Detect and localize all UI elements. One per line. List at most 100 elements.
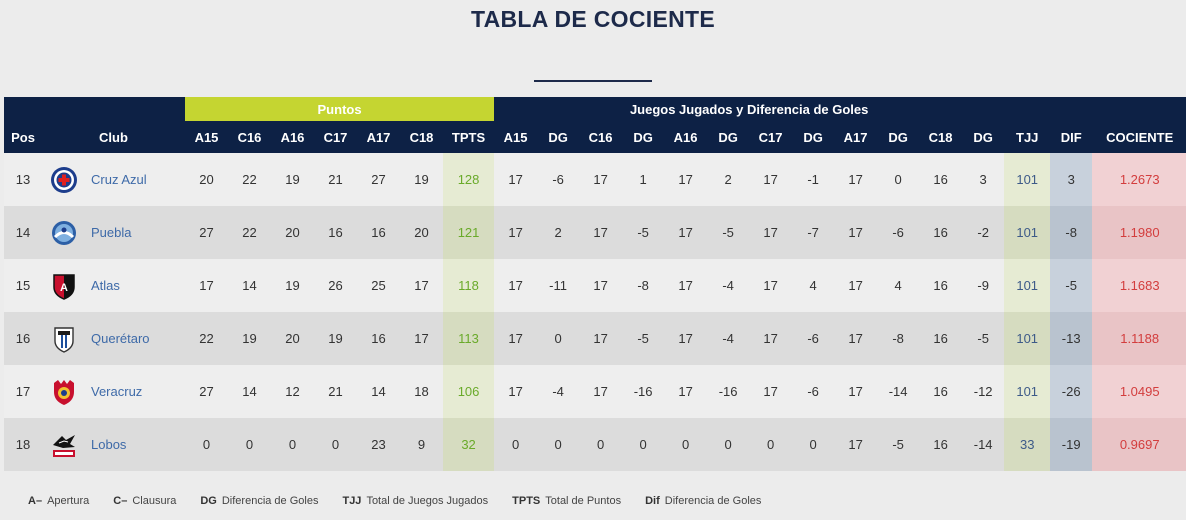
points-c18-cell: 20 [400,206,443,259]
column-header-jj-c16[interactable]: C16 [579,121,623,153]
club-cell: Querétaro [42,312,185,365]
points-a16-cell: 20 [271,312,314,365]
dg-c17-cell: -6 [792,312,835,365]
dg-c16-cell: -5 [622,312,665,365]
legend-item: DG Diferencia de Goles [200,495,318,507]
table-row: 17 Veracruz 27 14 12 21 14 18 106 17 -4 17 -16 17 -16 1… [4,365,1186,418]
club-name-link[interactable]: Querétaro [91,331,150,346]
pos-cell: 16 [4,312,42,365]
dg-c17-cell: 0 [792,418,835,471]
jj-a16-cell: 17 [664,365,708,418]
jj-c18-cell: 16 [919,153,963,206]
column-header-dg-c16[interactable]: DG [622,121,665,153]
legend-key: C– [113,495,128,507]
column-header-tjj[interactable]: TJJ [1004,121,1051,153]
dg-a17-cell: 0 [877,153,920,206]
column-header-dg-a17[interactable]: DG [877,121,920,153]
club-name-link[interactable]: Atlas [91,278,120,293]
points-c16-cell: 0 [228,418,271,471]
dg-a16-cell: -16 [707,365,750,418]
column-header-jj-a15[interactable]: A15 [494,121,538,153]
column-header-dif[interactable]: DIF [1050,121,1093,153]
column-header-dg-a15[interactable]: DG [537,121,580,153]
column-header-jj-a16[interactable]: A16 [664,121,708,153]
dg-c16-cell: -16 [622,365,665,418]
legend-key: Dif [645,495,660,507]
cruz-azul-crest-icon[interactable] [50,166,78,194]
jj-a16-cell: 17 [664,206,708,259]
points-c16-cell: 14 [228,259,271,312]
column-header-jj-a17[interactable]: A17 [834,121,878,153]
group-header-row: Puntos Juegos Jugados y Diferencia de Go… [4,97,1186,121]
dg-a16-cell: 0 [707,418,750,471]
atlas-crest-icon[interactable]: A [50,272,78,300]
dif-cell: -13 [1050,312,1093,365]
group-header-juegos: Juegos Jugados y Diferencia de Goles [494,97,1005,121]
table-row: 15 A Atlas 17 14 19 26 25 17 118 17 -11 17 -8 17 -4 17 4 1… [4,259,1186,312]
dg-c16-cell: 1 [622,153,665,206]
legend-desc: Total de Puntos [545,495,622,507]
puebla-crest-icon[interactable] [50,219,78,247]
jj-a15-cell: 0 [494,418,538,471]
dg-c17-cell: -7 [792,206,835,259]
column-header-tpts[interactable]: TPTS [443,121,495,153]
jj-a15-cell: 17 [494,312,538,365]
column-header-pos[interactable]: Pos [4,121,42,153]
points-a16-cell: 19 [271,259,314,312]
column-header-c17[interactable]: C17 [314,121,357,153]
dg-c17-cell: -6 [792,365,835,418]
dif-cell: -8 [1050,206,1093,259]
column-header-a15[interactable]: A15 [185,121,228,153]
dg-a15-cell: -11 [537,259,580,312]
title-underline [534,80,652,82]
points-a15-cell: 17 [185,259,228,312]
column-header-club[interactable]: Club [42,121,185,153]
club-name-link[interactable]: Puebla [91,225,132,240]
pos-cell: 15 [4,259,42,312]
dg-c16-cell: -8 [622,259,665,312]
legend-item: TPTS Total de Puntos [512,495,621,507]
points-c16-cell: 19 [228,312,271,365]
column-header-a17[interactable]: A17 [357,121,400,153]
column-header-dg-a16[interactable]: DG [707,121,750,153]
column-header-a16[interactable]: A16 [271,121,314,153]
points-c17-cell: 16 [314,206,357,259]
club-cell: Cruz Azul [42,153,185,206]
tjj-cell: 101 [1004,153,1051,206]
legend-desc: Diferencia de Goles [221,495,319,507]
dif-cell: -19 [1050,418,1093,471]
column-header-dg-c17[interactable]: DG [792,121,835,153]
points-c18-cell: 9 [400,418,443,471]
dg-c16-cell: 0 [622,418,665,471]
dg-a17-cell: -14 [877,365,920,418]
lobos-buap-crest-icon[interactable] [50,431,78,459]
jj-c16-cell: 17 [579,312,623,365]
jj-a16-cell: 17 [664,153,708,206]
points-c17-cell: 21 [314,153,357,206]
legend-desc: Total de Juegos Jugados [366,495,489,507]
dg-a15-cell: 0 [537,418,580,471]
veracruz-crest-icon[interactable] [50,378,78,406]
pos-cell: 17 [4,365,42,418]
tjj-cell: 101 [1004,206,1051,259]
column-header-c18[interactable]: C18 [400,121,443,153]
club-name-link[interactable]: Lobos [91,437,127,452]
jj-a17-cell: 17 [834,259,878,312]
column-header-dg-c18[interactable]: DG [962,121,1005,153]
pos-cell: 18 [4,418,42,471]
column-header-cociente[interactable]: COCIENTE [1092,121,1186,153]
column-header-c16[interactable]: C16 [228,121,271,153]
club-name-link[interactable]: Veracruz [91,384,143,399]
jj-a16-cell: 17 [664,312,708,365]
dg-a17-cell: -8 [877,312,920,365]
column-header-jj-c17[interactable]: C17 [749,121,793,153]
club-cell: A Atlas [42,259,185,312]
points-c17-cell: 26 [314,259,357,312]
queretaro-crest-icon[interactable] [50,325,78,353]
club-name-link[interactable]: Cruz Azul [91,172,147,187]
column-header-jj-c18[interactable]: C18 [919,121,963,153]
tpts-cell: 121 [443,206,495,259]
legend-key: A– [28,495,43,507]
club-wrap: Lobos [42,418,185,471]
legend-item: C– Clausura [113,495,176,507]
